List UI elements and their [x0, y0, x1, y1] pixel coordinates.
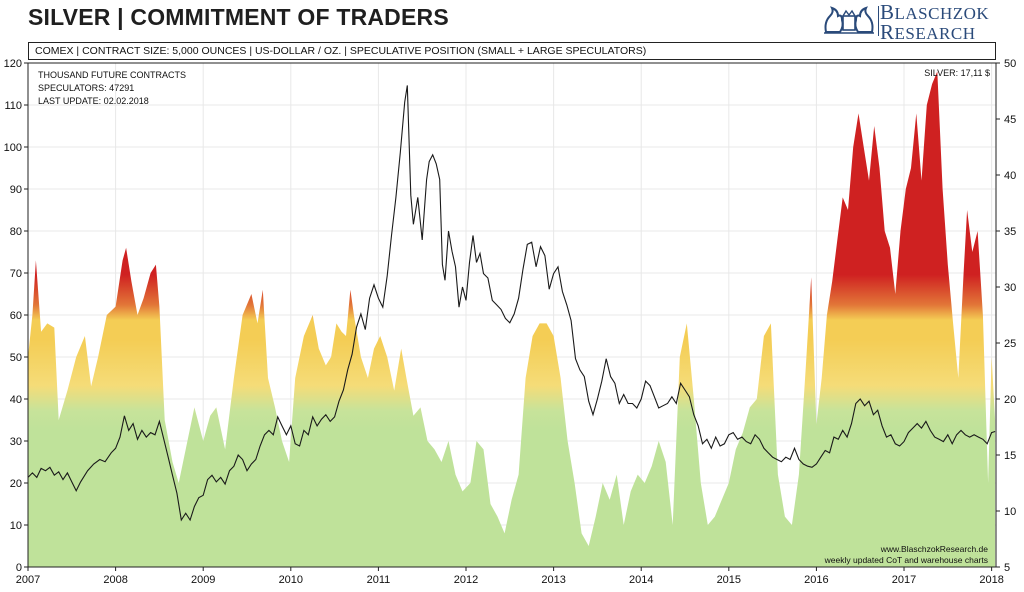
tagline-label: weekly updated CoT and warehouse charts	[824, 555, 988, 565]
blaschzok-research-logo: BLASCHZOK RESEARCH	[822, 0, 1022, 44]
x-tick-label: 2014	[629, 574, 653, 586]
speculators-area	[28, 71, 996, 567]
right-tick-label: 45	[1004, 114, 1016, 126]
left-tick-label: 80	[10, 226, 22, 238]
left-tick-label: 40	[10, 394, 22, 406]
speculators-count: SPECULATORS: 47291	[38, 83, 135, 93]
x-tick-label: 2015	[717, 574, 741, 586]
logo-wordmark: BLASCHZOK RESEARCH	[880, 0, 990, 44]
website-label: www.BlaschzokResearch.de	[880, 544, 988, 554]
silver-price-line	[28, 85, 996, 522]
x-tick-label: 2008	[103, 574, 127, 586]
right-tick-label: 40	[1004, 170, 1016, 182]
x-tick-label: 2009	[191, 574, 215, 586]
right-tick-label: 20	[1004, 394, 1016, 406]
right-tick-label: 25	[1004, 338, 1016, 350]
right-tick-label: 50	[1004, 58, 1016, 70]
right-tick-label: 35	[1004, 226, 1016, 238]
chart-subtitle: COMEX | CONTRACT SIZE: 5,000 OUNCES | US…	[28, 42, 996, 60]
left-tick-label: 120	[4, 58, 22, 70]
last-update: LAST UPDATE: 02.02.2018	[38, 96, 149, 106]
x-tick-label: 2007	[16, 574, 40, 586]
left-tick-label: 30	[10, 436, 22, 448]
right-tick-label: 30	[1004, 282, 1016, 294]
left-tick-label: 90	[10, 184, 22, 196]
units-label: THOUSAND FUTURE CONTRACTS	[38, 70, 186, 80]
line-layer	[28, 85, 996, 522]
x-tick-label: 2016	[804, 574, 828, 586]
x-tick-label: 2013	[541, 574, 565, 586]
right-tick-label: 5	[1004, 562, 1010, 574]
left-tick-label: 70	[10, 268, 22, 280]
silver-price: SILVER: 17,11 $	[924, 68, 990, 78]
x-tick-label: 2018	[979, 574, 1003, 586]
chart-title: SILVER | COMMITMENT OF TRADERS	[28, 4, 449, 30]
left-tick-label: 110	[4, 100, 22, 112]
left-tick-label: 20	[10, 478, 22, 490]
left-tick-label: 10	[10, 520, 22, 532]
left-tick-label: 0	[16, 562, 22, 574]
x-axis-ticks: 2007 2008 2009 2010 2011 2012 2013 2014 2015 2016…	[16, 567, 1004, 586]
left-tick-label: 50	[10, 352, 22, 364]
x-tick-label: 2017	[892, 574, 916, 586]
left-axis-ticks: 0 10 20 30 40 50 60 70 80 90 100 110 120	[4, 58, 28, 574]
left-tick-label: 100	[4, 142, 22, 154]
area-layer	[28, 71, 996, 567]
x-tick-label: 2011	[367, 574, 391, 586]
left-tick-label: 60	[10, 310, 22, 322]
right-tick-label: 15	[1004, 450, 1016, 462]
x-tick-label: 2012	[454, 574, 478, 586]
right-tick-label: 10	[1004, 506, 1016, 518]
x-tick-label: 2010	[279, 574, 303, 586]
right-axis-ticks: 5 10 15 20 25 30 35 40 45 50	[996, 58, 1016, 574]
crowned-lions-crest-icon	[824, 6, 874, 34]
